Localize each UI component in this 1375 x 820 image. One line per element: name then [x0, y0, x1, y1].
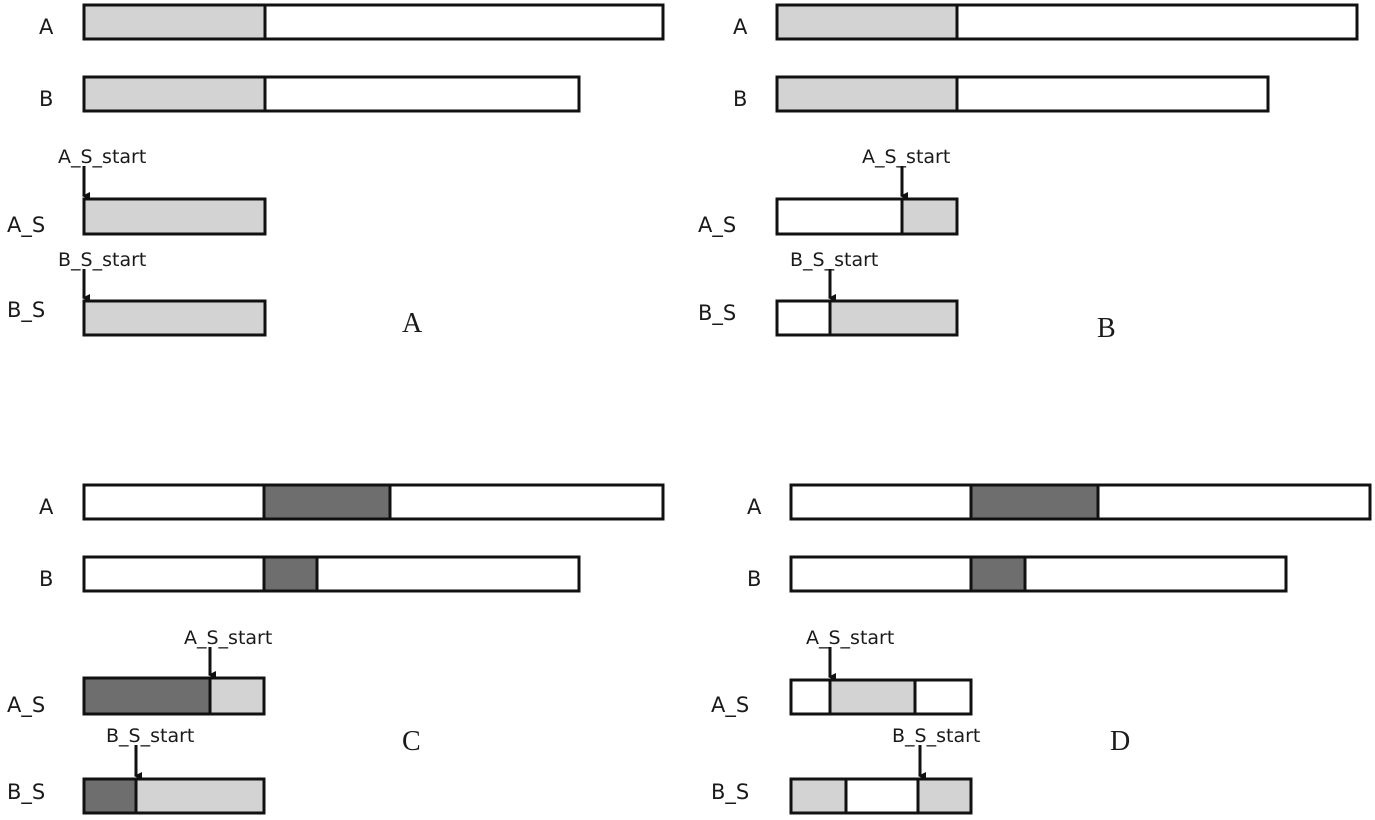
matched-segment	[969, 483, 1100, 521]
sequence-a-bar	[789, 483, 1372, 521]
panel-letter: C	[402, 726, 421, 757]
row-label-bs: B_S	[711, 780, 749, 805]
empty-segment	[789, 555, 973, 593]
sequence-a-bar	[82, 483, 665, 521]
pointer-label-bs-start: B_S_start	[106, 725, 194, 747]
row-label-b: B	[39, 567, 53, 591]
panel-c: A B A_S_start A_S B_S_start B_S C	[7, 483, 665, 815]
matched-segment	[969, 555, 1027, 593]
shared-segment	[900, 197, 959, 236]
row-label-b: B	[733, 87, 747, 111]
pointer-label-as-start: A_S_start	[862, 146, 950, 168]
shared-segment	[828, 678, 917, 716]
empty-segment	[388, 483, 665, 521]
empty-segment	[789, 678, 832, 716]
empty-segment	[1023, 555, 1288, 593]
pointer-label-bs-start: B_S_start	[892, 725, 980, 747]
row-label-a: A	[733, 15, 748, 39]
sequence-b-bar	[789, 555, 1288, 593]
shared-segment	[775, 75, 959, 113]
row-label-bs: B_S	[7, 298, 45, 323]
segment-bs-bar	[82, 299, 267, 337]
segment-as-bar	[789, 678, 973, 716]
shared-segment	[789, 777, 848, 815]
empty-segment	[263, 75, 581, 113]
shared-segment	[82, 299, 267, 337]
matched-segment	[82, 676, 212, 716]
sequence-b-bar	[775, 75, 1270, 113]
sequence-a-bar	[82, 3, 665, 41]
empty-segment	[955, 75, 1270, 113]
row-label-as: A_S	[7, 693, 45, 718]
shared-segment	[134, 777, 266, 815]
shared-segment	[82, 197, 267, 236]
segment-bs-bar	[789, 777, 973, 815]
empty-segment	[82, 483, 266, 521]
segment-as-bar	[82, 197, 267, 236]
panel-d: A B A_S_start A_S B_S_start B_S D	[711, 483, 1372, 815]
shared-segment	[208, 676, 266, 716]
shared-segment	[828, 299, 959, 337]
matched-segment	[262, 555, 319, 593]
shared-segment	[775, 3, 959, 41]
empty-segment	[82, 555, 266, 593]
empty-segment	[789, 483, 973, 521]
row-label-bs: B_S	[698, 301, 736, 326]
pointer-label-bs-start: B_S_start	[790, 249, 878, 271]
row-label-a: A	[39, 15, 54, 39]
matched-segment	[82, 777, 138, 815]
segment-bs-bar	[82, 777, 266, 815]
panel-b: A B A_S_start A_S B_S_start B_S B	[698, 3, 1359, 344]
row-label-bs: B_S	[7, 780, 45, 805]
row-label-b: B	[747, 567, 761, 591]
empty-segment	[955, 3, 1359, 41]
row-label-as: A_S	[698, 213, 736, 238]
row-label-as: A_S	[711, 693, 749, 718]
segment-as-bar	[775, 197, 959, 236]
empty-segment	[844, 777, 920, 815]
segment-bs-bar	[775, 299, 959, 337]
segment-as-bar	[82, 676, 266, 716]
row-label-b: B	[39, 87, 53, 111]
panel-letter: B	[1097, 313, 1116, 344]
shared-segment	[82, 3, 267, 41]
panel-letter: D	[1110, 726, 1130, 757]
empty-segment	[263, 3, 665, 41]
panel-letter: A	[402, 308, 423, 339]
panel-a: A B A_S_start A_S B_S_start B_S A	[7, 3, 665, 339]
empty-segment	[315, 555, 581, 593]
empty-segment	[775, 299, 832, 337]
row-label-a: A	[39, 495, 54, 519]
pointer-label-bs-start: B_S_start	[58, 249, 146, 271]
pointer-label-as-start: A_S_start	[184, 627, 272, 649]
matched-segment	[262, 483, 392, 521]
pointer-label-as-start: A_S_start	[806, 627, 894, 649]
shared-segment	[82, 75, 267, 113]
empty-segment	[1096, 483, 1372, 521]
sequence-b-bar	[82, 555, 581, 593]
row-label-a: A	[747, 495, 762, 519]
row-label-as: A_S	[7, 213, 45, 238]
pointer-label-as-start: A_S_start	[58, 146, 146, 168]
sequence-a-bar	[775, 3, 1359, 41]
empty-segment	[775, 197, 904, 236]
empty-segment	[913, 678, 973, 716]
shared-segment	[916, 777, 973, 815]
sequence-b-bar	[82, 75, 581, 113]
